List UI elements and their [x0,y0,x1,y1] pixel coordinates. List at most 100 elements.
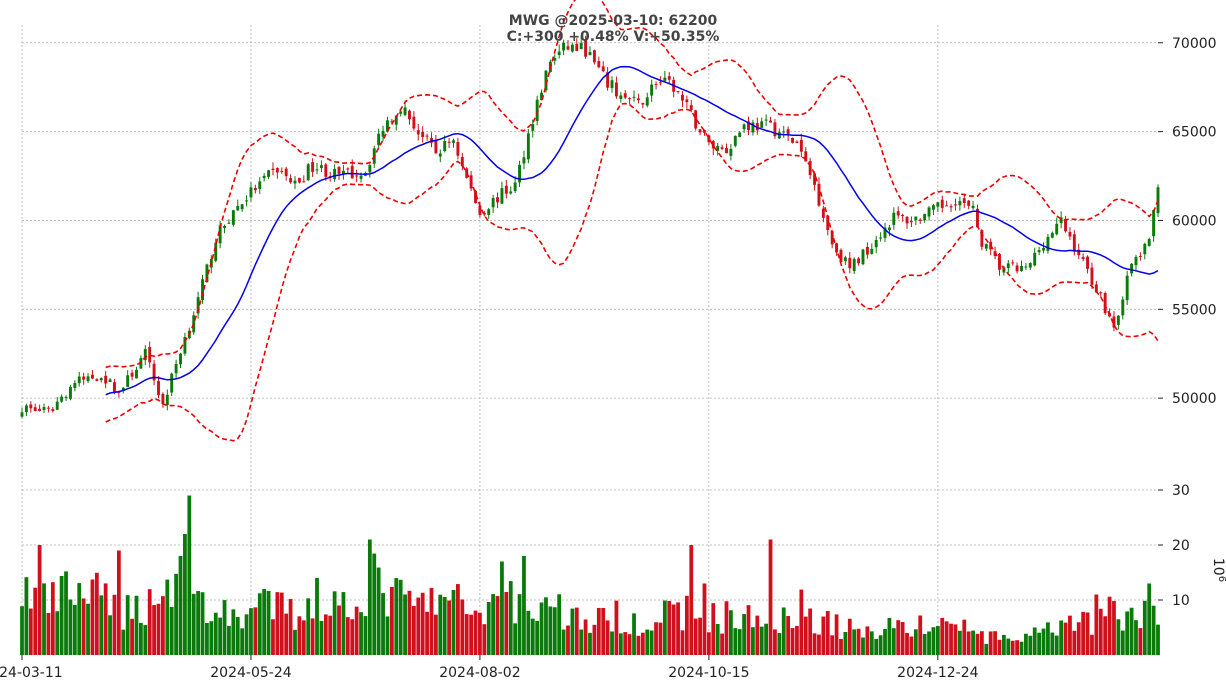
candle-body [399,111,403,114]
candle-body [1011,262,1015,264]
volume-bar [99,595,104,655]
volume-bar [1028,635,1033,655]
volume-bar [878,635,883,655]
volume-bar [284,613,289,655]
candle-body [795,141,799,143]
chart-subtitle: C:+300 +0.48% V:+50.35% [507,29,720,45]
volume-bar [28,608,33,655]
candle-body [984,243,988,249]
price-tick-label: 65000 [1172,125,1217,141]
candle-body [82,376,86,380]
volume-bar [900,622,905,655]
volume-bar [1006,638,1011,655]
volume-bar [451,589,456,655]
candle-body [865,246,869,255]
candle-body [808,161,812,176]
volume-bar [539,602,544,655]
candle-body [1081,257,1085,260]
candle-body [747,121,750,131]
candle-body [654,84,658,86]
candle-body [425,135,429,137]
volume-bar [931,627,936,655]
volume-bar [222,600,227,655]
volume-bar [319,620,324,655]
volume-bar [592,624,597,655]
x-tick-label: 2024-12-24 [897,665,978,681]
volume-bar [557,594,562,655]
volume-bar [429,587,434,655]
volume-bar [372,553,377,655]
candle-body [817,183,821,206]
candle-body [161,393,165,404]
volume-bar [526,610,531,655]
volume-bar [861,637,865,655]
volume-bar [649,630,654,655]
candle-body [214,242,218,261]
volume-bar [1120,630,1125,655]
candle-body [843,257,847,262]
candlesticks [20,35,1160,419]
candle-body [77,376,81,384]
volume-bar [729,610,733,655]
candle-body [949,206,953,208]
candle-body [557,51,561,56]
volume-bar [1098,608,1103,655]
volume-bar [1046,622,1050,655]
volume-bar [891,628,896,655]
volume-bar [279,592,284,655]
volume-bar [486,602,491,655]
volume-bar [733,628,738,655]
candle-body [447,141,451,143]
volume-bar [350,619,355,655]
candle-body [1143,243,1147,255]
candle-body [791,138,794,143]
volume-bar [909,636,914,655]
moving-average-line [105,65,1159,396]
volume-bar [504,591,509,655]
candle-body [135,369,138,379]
candle-body [958,201,962,206]
candle-body [592,50,596,63]
volume-bar [1090,634,1094,655]
candle-body [245,200,249,202]
volume-bar [636,635,641,655]
candle-body [733,135,737,146]
candle-body [658,82,662,84]
volume-bar [130,618,134,655]
volume-bar [790,628,795,655]
candle-body [403,107,407,115]
candle-body [434,140,438,154]
candle-body [725,148,728,154]
volume-bar [354,606,359,655]
volume-bar [896,620,901,655]
candle-body [694,110,698,129]
candle-body [346,168,350,170]
volume-bar [508,581,513,655]
candle-body [773,122,777,137]
candle-body [830,231,834,245]
candle-body [337,166,341,174]
candle-body [231,210,235,225]
candle-body [179,353,182,365]
candle-body [196,297,200,314]
volume-bar [856,628,861,655]
candle-body [857,258,861,264]
volume-bar [231,609,236,655]
price-tick-label: 60000 [1172,213,1217,229]
volume-bar [1125,611,1130,655]
volume-bar [1068,615,1072,655]
candle-body [782,131,786,133]
candle-body [390,121,394,123]
candle-body [1152,209,1156,237]
candle-body [1134,256,1138,266]
candle-body [826,215,830,231]
volume-bar [235,616,240,655]
volume-bar [1094,594,1099,655]
candle-body [368,165,372,173]
volume-bar [918,615,923,655]
candle-body [1068,231,1072,237]
volume-bar [293,629,297,655]
candle-body [1033,252,1037,266]
volume-bar [394,578,399,655]
lower-band-line [105,102,1159,442]
